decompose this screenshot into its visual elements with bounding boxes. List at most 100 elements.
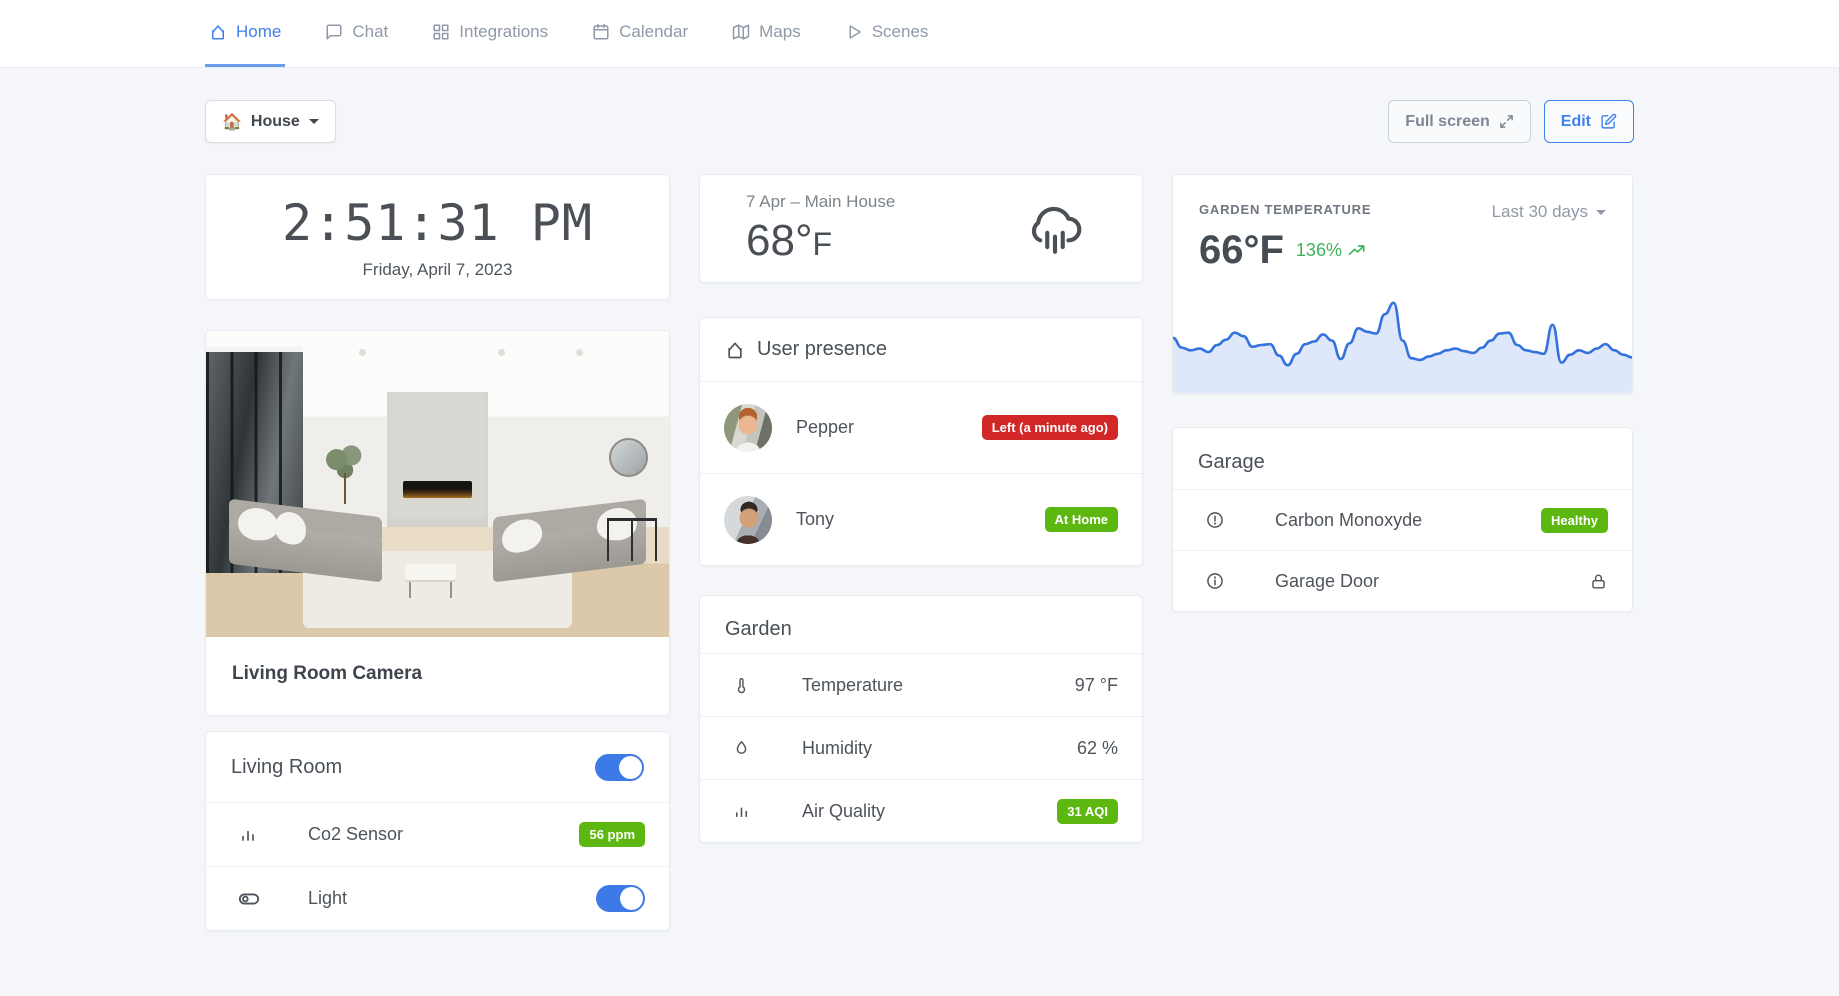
sensor-row-air-quality[interactable]: Air Quality 31 AQI xyxy=(700,780,1142,842)
house-emoji-icon: 🏠 xyxy=(222,113,242,131)
thermometer-icon xyxy=(724,676,802,695)
clock-card: 2:51:31 PM Friday, April 7, 2023 xyxy=(205,174,670,300)
toggle-icon xyxy=(230,888,308,910)
sensor-label: Air Quality xyxy=(802,800,886,821)
scene-console-table xyxy=(606,517,658,561)
house-selector-button[interactable]: 🏠 House xyxy=(205,100,336,143)
chat-icon xyxy=(325,23,343,41)
expand-icon xyxy=(1499,114,1514,129)
tab-scenes[interactable]: Scenes xyxy=(841,0,933,67)
tab-chat[interactable]: Chat xyxy=(321,0,392,67)
fullscreen-button-label: Full screen xyxy=(1405,112,1490,130)
scene-pillow xyxy=(273,508,308,548)
tab-home-label: Home xyxy=(236,22,282,41)
garden-temperature-label: GARDEN TEMPERATURE xyxy=(1199,202,1372,217)
device-row-co2-sensor[interactable]: Co2 Sensor 56 ppm xyxy=(206,803,669,866)
co2-value-badge: 56 ppm xyxy=(579,822,645,847)
toolbar: 🏠 House Full screen Edit xyxy=(205,100,1634,143)
edit-button[interactable]: Edit xyxy=(1543,100,1634,143)
presence-row-pepper[interactable]: Pepper Left (a minute ago) xyxy=(700,382,1142,473)
column-right: GARDEN TEMPERATURE Last 30 days 66°F 136… xyxy=(1172,174,1633,612)
garden-card: Garden Temperature 97 °F Humidity 62 % xyxy=(699,595,1143,843)
edit-icon xyxy=(1600,113,1617,130)
user-presence-card: User presence Pepper Left (a minute ago)… xyxy=(699,317,1143,566)
play-icon xyxy=(845,23,863,41)
house-selector-label: House xyxy=(250,112,300,130)
sensor-value: 62 % xyxy=(1076,737,1118,758)
garden-temperature-card: GARDEN TEMPERATURE Last 30 days 66°F 136… xyxy=(1172,174,1633,394)
scene-pillow xyxy=(236,507,281,541)
user-name: Tony xyxy=(796,509,835,529)
device-row-light[interactable]: Light xyxy=(206,867,669,930)
presence-row-tony[interactable]: Tony At Home xyxy=(700,474,1142,565)
scene-coffee-table xyxy=(405,563,456,600)
trend-value: 136% xyxy=(1295,240,1342,260)
tab-home[interactable]: Home xyxy=(205,0,286,67)
garage-card: Garage Carbon Monoxyde Healthy Garage Do… xyxy=(1172,427,1633,612)
fullscreen-button[interactable]: Full screen xyxy=(1388,100,1531,143)
tab-calendar-label: Calendar xyxy=(619,22,689,41)
user-name: Pepper xyxy=(796,417,855,437)
weather-title: 7 Apr – Main House xyxy=(746,191,896,211)
light-toggle[interactable] xyxy=(596,885,645,912)
tab-calendar[interactable]: Calendar xyxy=(588,0,692,67)
alert-circle-icon xyxy=(1197,510,1275,530)
weather-temperature: 68° xyxy=(746,215,813,265)
garden-temperature-value: 66°F xyxy=(1199,228,1284,272)
status-badge: At Home xyxy=(1044,507,1118,532)
range-selector[interactable]: Last 30 days xyxy=(1492,202,1606,222)
scene-plant xyxy=(324,444,366,505)
top-navigation: Home Chat Integrations Calendar Maps Sce… xyxy=(0,0,1839,68)
home-icon xyxy=(725,340,745,360)
device-label: Co2 Sensor xyxy=(308,824,404,844)
scene-mirror xyxy=(608,438,649,478)
scene-fireplace-wall xyxy=(386,392,489,527)
clock-date: Friday, April 7, 2023 xyxy=(362,260,513,279)
column-left: 2:51:31 PM Friday, April 7, 2023 xyxy=(205,174,670,931)
living-room-camera-card: Living Room Camera xyxy=(205,330,670,716)
tab-scenes-label: Scenes xyxy=(871,22,929,41)
tab-chat-label: Chat xyxy=(352,22,389,41)
sensor-row-humidity[interactable]: Humidity 62 % xyxy=(700,717,1142,779)
scene-pillow xyxy=(500,515,544,557)
living-room-power-toggle[interactable] xyxy=(595,753,644,781)
device-label: Light xyxy=(308,888,348,908)
living-room-card: Living Room Co2 Sensor 56 ppm Light xyxy=(205,731,670,931)
chevron-down-icon xyxy=(308,119,319,124)
health-badge: Healthy xyxy=(1541,507,1608,533)
map-icon xyxy=(732,23,750,41)
sensor-row-carbon-monoxyde[interactable]: Carbon Monoxyde Healthy xyxy=(1173,490,1632,550)
ceiling-light xyxy=(576,349,584,356)
info-circle-icon xyxy=(1197,571,1275,591)
sensor-value: 97 °F xyxy=(1074,674,1118,695)
ceiling-light xyxy=(497,349,505,356)
air-quality-badge: 31 AQI xyxy=(1057,798,1118,824)
bar-chart-icon xyxy=(724,802,802,821)
garden-title: Garden xyxy=(725,618,792,640)
user-presence-title: User presence xyxy=(757,338,888,360)
chevron-down-icon xyxy=(1596,209,1606,215)
cloud-rain-icon xyxy=(1024,198,1086,260)
device-row-garage-door[interactable]: Garage Door xyxy=(1173,551,1632,611)
tab-maps-label: Maps xyxy=(759,22,801,41)
lock-icon[interactable] xyxy=(1589,572,1608,591)
avatar xyxy=(724,495,772,544)
droplet-icon xyxy=(724,739,802,758)
tab-maps[interactable]: Maps xyxy=(728,0,805,67)
scene-fireplace xyxy=(402,480,473,498)
camera-feed-image[interactable] xyxy=(206,331,669,637)
avatar xyxy=(724,403,772,452)
sensor-label: Humidity xyxy=(802,737,873,758)
temperature-sparkline-chart xyxy=(1173,301,1632,393)
camera-title: Living Room Camera xyxy=(232,663,423,684)
tab-integrations[interactable]: Integrations xyxy=(428,0,552,67)
tab-integrations-label: Integrations xyxy=(459,22,549,41)
living-room-title: Living Room xyxy=(231,755,343,778)
ceiling-light xyxy=(358,349,366,356)
clock-time: 2:51:31 PM xyxy=(281,194,594,252)
home-icon xyxy=(209,23,227,41)
sensor-row-temperature[interactable]: Temperature 97 °F xyxy=(700,654,1142,716)
weather-card: 7 Apr – Main House 68°F xyxy=(699,174,1143,283)
garage-title: Garage xyxy=(1198,451,1265,473)
trending-up-icon xyxy=(1347,241,1367,261)
